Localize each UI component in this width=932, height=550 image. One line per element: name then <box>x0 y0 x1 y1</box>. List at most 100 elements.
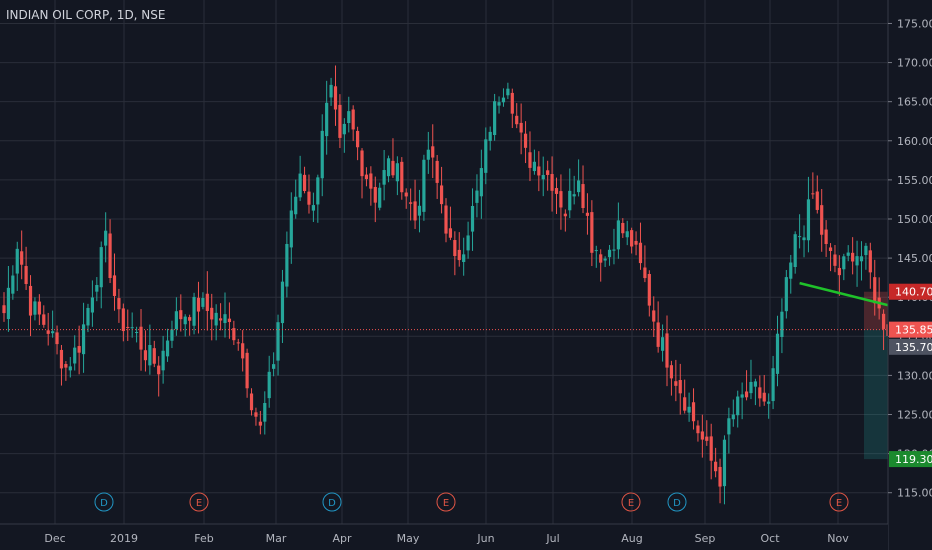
candle-body <box>130 327 134 329</box>
earnings-event-marker <box>829 492 849 512</box>
candle-body <box>395 163 399 182</box>
candle-body <box>435 160 439 183</box>
candle-body <box>81 324 86 355</box>
candle-body <box>815 191 819 210</box>
earnings-event-label: E <box>443 498 449 509</box>
candle-body <box>528 152 532 168</box>
candle-body <box>691 402 696 422</box>
candle-body <box>196 297 201 312</box>
candle-body <box>214 312 218 326</box>
candle-body <box>740 394 744 398</box>
price-tick-label: 145.00 <box>897 252 932 265</box>
candle-body <box>859 256 864 262</box>
candle-body <box>519 122 523 133</box>
candle-body <box>744 391 749 398</box>
candle-body <box>6 287 11 320</box>
time-axis <box>0 524 888 550</box>
price-tag <box>889 338 932 355</box>
candle-body <box>307 191 311 205</box>
candle-body <box>267 371 271 399</box>
candle-body <box>325 102 329 137</box>
price-tag-label: 135.85 <box>895 324 932 337</box>
candle-body <box>258 421 262 426</box>
candle-body <box>42 314 46 325</box>
time-tick-label: Apr <box>332 532 352 545</box>
candle-body <box>837 267 841 276</box>
candle-body <box>466 235 470 251</box>
candle-body <box>294 196 298 215</box>
candle-body <box>263 403 267 422</box>
candle-body <box>347 111 351 124</box>
candle-body <box>833 254 837 266</box>
candle-body <box>139 326 143 350</box>
candle-body <box>674 381 678 386</box>
candle-body <box>311 205 315 211</box>
candle-body <box>161 350 165 371</box>
candle-body <box>143 350 148 361</box>
candle-body <box>152 348 156 364</box>
candle-body <box>426 149 430 160</box>
candle-body <box>232 328 236 341</box>
candle-body <box>532 161 536 172</box>
candle-body <box>157 365 161 375</box>
candle-body <box>647 273 651 306</box>
candle-body <box>568 190 572 211</box>
candle-body <box>475 190 479 203</box>
candle-body <box>660 337 665 351</box>
candle-body <box>404 192 408 197</box>
candle-body <box>762 392 766 402</box>
candle-body <box>24 266 28 284</box>
candle-body <box>718 466 722 487</box>
candle-body <box>594 250 598 252</box>
price-tag <box>889 451 932 468</box>
candle-body <box>523 133 528 148</box>
candle-body <box>572 194 576 197</box>
candle-body <box>630 230 634 247</box>
candle-body <box>855 256 859 266</box>
candle-body <box>731 414 735 420</box>
candle-body <box>656 322 660 347</box>
earnings-event-marker <box>436 492 456 512</box>
candle-body <box>417 205 422 216</box>
candle-body <box>329 84 333 98</box>
price-tick-label: 165.00 <box>897 96 932 109</box>
dividend-event-label: D <box>328 498 336 509</box>
candle-body <box>665 333 669 368</box>
candle-body <box>2 305 6 314</box>
time-tick-label: Jun <box>476 532 494 545</box>
candle-body <box>510 92 514 114</box>
candle-body <box>28 285 33 316</box>
candle-body <box>373 186 377 203</box>
earnings-event-marker <box>189 492 209 512</box>
trend-line <box>799 281 898 309</box>
candle-body <box>643 267 647 279</box>
earnings-event-label: E <box>628 498 634 509</box>
candle-body <box>409 202 413 204</box>
candle-body <box>802 237 806 241</box>
price-tag-label: 140.70 <box>895 286 932 299</box>
time-tick-label: Feb <box>194 532 213 545</box>
time-tick-label: Jul <box>545 532 559 545</box>
candle-body <box>789 262 793 279</box>
price-tag <box>889 283 932 300</box>
candle-body <box>280 281 285 324</box>
candle-body <box>501 97 506 103</box>
candle-body <box>846 252 850 256</box>
candle-body <box>108 233 112 279</box>
candle-body <box>46 330 50 334</box>
candle-body <box>386 158 391 177</box>
candle-body <box>104 230 108 246</box>
candle-body <box>541 174 545 180</box>
candle-body <box>873 277 877 304</box>
candle-body <box>165 340 170 357</box>
candle-body <box>205 293 209 311</box>
candle-body <box>448 228 453 238</box>
candle-body <box>59 349 64 369</box>
candle-body <box>360 150 364 177</box>
candle-body <box>585 212 590 216</box>
price-tick-label: 170.00 <box>897 57 932 70</box>
candle-body <box>382 170 386 185</box>
candle-body <box>736 396 740 416</box>
time-tick-label: Dec <box>44 532 65 545</box>
